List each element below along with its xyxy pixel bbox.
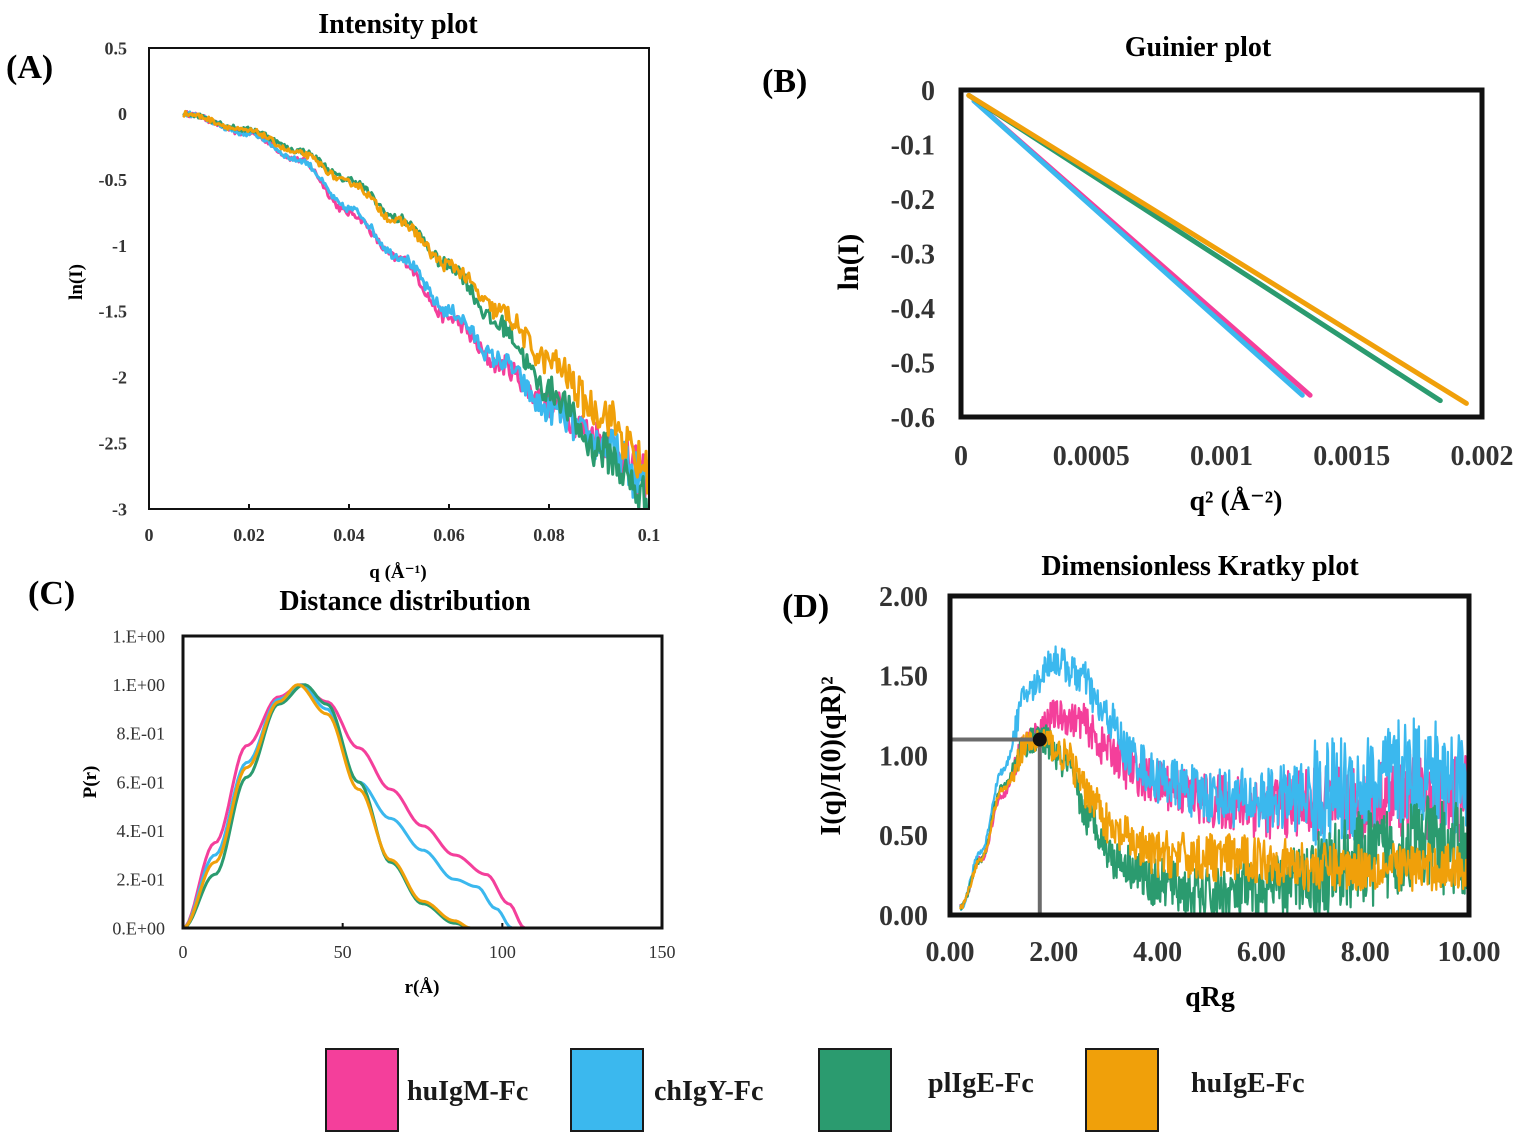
- x-tick-label: 8.00: [1341, 937, 1390, 968]
- chart-title-b: Guinier plot: [1125, 32, 1272, 63]
- legend-label-huige: huIgE-Fc: [1191, 1068, 1305, 1099]
- y-tick-label: 1.00: [879, 741, 928, 772]
- y-tick-label: 4.E-01: [117, 821, 166, 841]
- y-axis-label-c: P(r): [80, 766, 101, 799]
- series-line-chigy-fc: [959, 645, 1469, 911]
- y-tick-label: -0.1: [891, 130, 935, 161]
- y-tick-label: -0.6: [891, 403, 935, 434]
- panel-label-a: (A): [6, 49, 53, 86]
- series-line-plige-fc: [959, 724, 1469, 915]
- x-tick-label: 6.00: [1237, 937, 1286, 968]
- panel-label-b: (B): [762, 63, 807, 100]
- panel-intensity-plot: (A) Intensity plot q (Å⁻¹) ln(I) 0 0.02 0.…: [6, 9, 660, 583]
- y-tick-label: 1.E+00: [112, 626, 165, 646]
- series-line-huigm-fc: [182, 110, 649, 501]
- legend-label-plige: plIgE-Fc: [928, 1068, 1034, 1099]
- x-tick-label: 100: [489, 942, 516, 962]
- legend-swatch-chigy: [570, 1048, 644, 1132]
- series-line-huigm-fc: [959, 699, 1469, 910]
- y-tick-label: -1: [112, 236, 127, 256]
- x-axis-label-b: q² (Å⁻²): [1189, 486, 1282, 517]
- panel-guinier-plot: (B) Guinier plot q² (Å⁻²) ln(I) 0 0.0005 0…: [762, 32, 1514, 517]
- series-line-plige-fc: [183, 683, 472, 928]
- legend: huIgM-Fc chIgY-Fc plIgE-Fc huIgE-Fc: [0, 1048, 1535, 1138]
- y-tick-label: 1.E+00: [112, 675, 165, 695]
- y-tick-label: -0.5: [891, 348, 935, 379]
- plot-frame: [148, 47, 650, 510]
- x-tick-label: 0.0015: [1313, 441, 1390, 472]
- x-tick-label: 10.00: [1438, 937, 1501, 968]
- y-tick-label: 6.E-01: [117, 772, 166, 792]
- y-tick-label: -1.5: [99, 302, 128, 322]
- y-tick-label: -0.4: [891, 294, 935, 325]
- x-tick-label: 0: [954, 441, 968, 472]
- series-group: [182, 109, 649, 509]
- y-tick-label: 0.E+00: [112, 918, 165, 938]
- series-line-chigy-fc: [971, 98, 1305, 398]
- panel-label-c: (C): [28, 575, 75, 612]
- x-tick-label: 0: [145, 525, 154, 545]
- y-tick-label: 1.50: [879, 662, 928, 693]
- y-axis-label-b: ln(I): [832, 234, 865, 291]
- y-tick-label: -2: [112, 368, 127, 388]
- series-line-huige-fc: [182, 109, 649, 495]
- series-line-huige-fc: [183, 683, 472, 928]
- legend-label-chigy: chIgY-Fc: [654, 1076, 764, 1107]
- x-tick-label: 0.08: [533, 525, 565, 545]
- x-tick-label: 0.06: [433, 525, 465, 545]
- x-tick-label: 0.00: [926, 937, 975, 968]
- y-tick-label: 2.E-01: [117, 870, 166, 890]
- y-axis-label-d: I(q)/I(0)(qR)²: [816, 676, 847, 835]
- y-tick-label: -0.3: [891, 239, 935, 270]
- y-tick-label: -0.2: [891, 185, 935, 216]
- x-tick-label: 0.0005: [1053, 441, 1130, 472]
- legend-label-huigm: huIgM-Fc: [407, 1076, 529, 1107]
- x-tick-label: 0.001: [1190, 441, 1253, 472]
- series-line-huige-fc: [966, 92, 1469, 406]
- x-axis-label-c: r(Å): [405, 977, 440, 998]
- y-tick-label: 0: [118, 104, 127, 124]
- y-axis-label-a: ln(I): [66, 264, 87, 300]
- plot-frame: [958, 87, 1485, 420]
- y-tick-label: 0.50: [879, 821, 928, 852]
- x-axis-label-a: q (Å⁻¹): [369, 562, 426, 583]
- chart-title-d: Dimensionless Kratky plot: [1041, 551, 1359, 582]
- x-tick-label: 4.00: [1133, 937, 1182, 968]
- panel-label-d: (D): [782, 588, 829, 625]
- panel-kratky-plot: (D) Dimensionless Kratky plot qRg I(q)/I…: [782, 551, 1501, 1013]
- x-tick-label: 0.1: [638, 525, 661, 545]
- series-line-huigm-fc: [183, 683, 527, 928]
- series-group: [966, 92, 1469, 406]
- y-tick-label: 0.00: [879, 901, 928, 932]
- plot-frame: [181, 634, 664, 930]
- y-tick-label: 0: [921, 76, 935, 107]
- peak-marker: [1032, 732, 1047, 747]
- x-tick-label: 50: [334, 942, 352, 962]
- legend-swatch-plige: [818, 1048, 892, 1132]
- chart-title-a: Intensity plot: [318, 9, 478, 40]
- x-tick-label: 150: [649, 942, 676, 962]
- plot-frame: [947, 593, 1472, 918]
- panel-distance-distribution: (C) Distance distribution r(Å) P(r) 0 50 1…: [28, 575, 676, 998]
- y-tick-label: -2.5: [99, 433, 128, 453]
- x-tick-label: 0.002: [1451, 441, 1514, 472]
- x-tick-label: 0: [179, 942, 188, 962]
- series-group: [959, 645, 1469, 915]
- y-tick-label: -3: [112, 499, 127, 519]
- series-line-plige-fc: [182, 112, 649, 509]
- x-tick-label: 0.02: [233, 525, 265, 545]
- y-tick-label: 2.00: [879, 582, 928, 613]
- legend-swatch-huige: [1085, 1048, 1159, 1132]
- x-axis-label-d: qRg: [1185, 982, 1235, 1013]
- y-tick-label: 8.E-01: [117, 724, 166, 744]
- x-tick-label: 2.00: [1029, 937, 1078, 968]
- x-tick-label: 0.04: [333, 525, 365, 545]
- y-tick-label: -0.5: [99, 170, 128, 190]
- y-tick-label: 0.5: [105, 38, 128, 58]
- chart-title-c: Distance distribution: [279, 586, 531, 617]
- series-group: [183, 683, 527, 928]
- series-line-chigy-fc: [182, 110, 649, 499]
- legend-swatch-huigm: [325, 1048, 399, 1132]
